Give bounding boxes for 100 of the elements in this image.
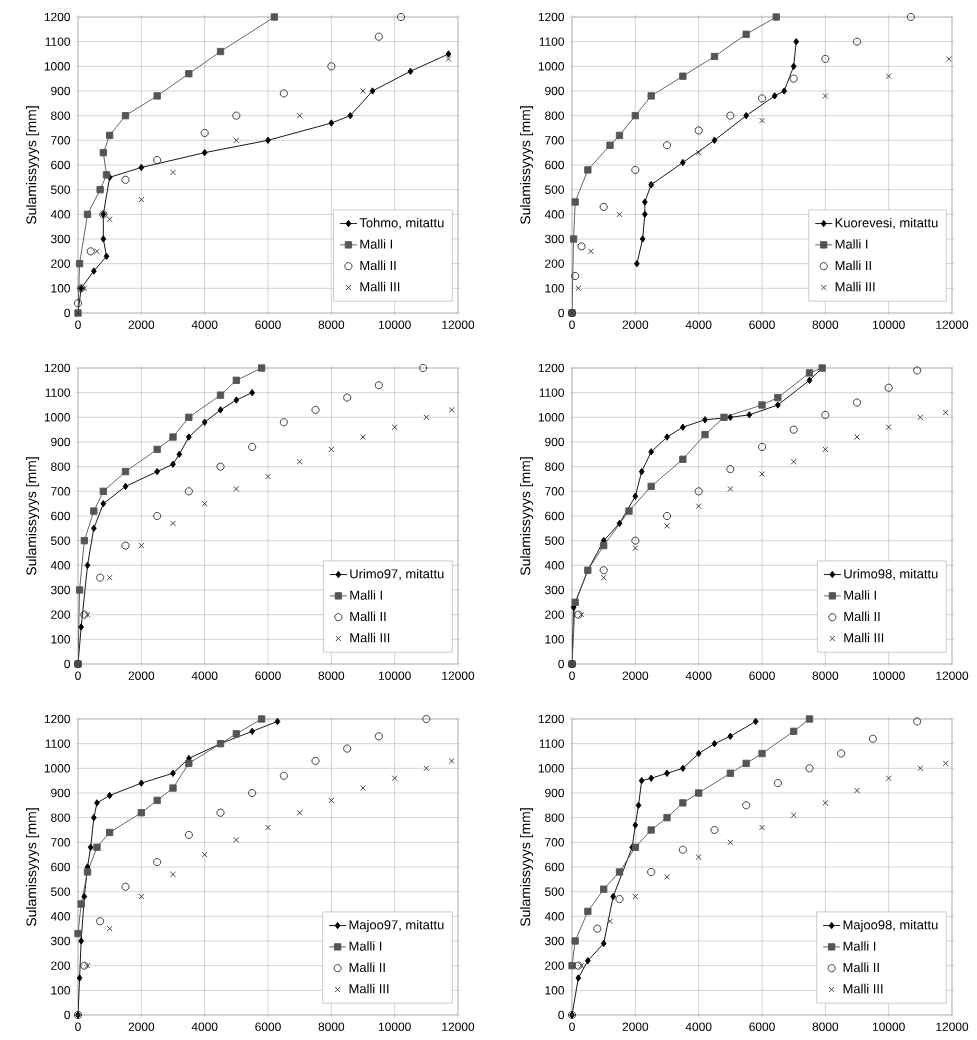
y-tick-label: 600 bbox=[545, 862, 565, 872]
legend-label: Malli III bbox=[360, 281, 400, 292]
y-tick-label: 300 bbox=[50, 234, 71, 244]
legend-label: Malli III bbox=[843, 983, 883, 994]
y-tick-label: 500 bbox=[51, 887, 71, 896]
y-tick-label: 1200 bbox=[538, 363, 565, 373]
y-tick-label: 200 bbox=[545, 259, 565, 268]
y-tick-label: 800 bbox=[51, 462, 71, 471]
y-tick-label: 700 bbox=[51, 838, 71, 847]
y-tick-label: 900 bbox=[545, 788, 565, 798]
y-tick-label: 400 bbox=[50, 561, 71, 570]
legend-label: Malli I bbox=[844, 590, 876, 600]
y-tick-label: 900 bbox=[51, 437, 71, 447]
legend-label: Kuorevesi, mitattu bbox=[835, 217, 938, 229]
x-tick-label: 0 bbox=[569, 320, 575, 329]
y-tick-label: 200 bbox=[51, 961, 71, 970]
y-tick-label: 900 bbox=[51, 86, 71, 96]
x-tick-label: 12000 bbox=[936, 671, 969, 680]
x-tick-label: 4000 bbox=[685, 671, 712, 680]
x-tick-label: 0 bbox=[75, 671, 81, 680]
y-tick-label: 0 bbox=[64, 659, 71, 669]
legend-label: Malli I bbox=[843, 941, 876, 951]
y-tick-label: 1200 bbox=[538, 714, 565, 724]
y-tick-label: 1000 bbox=[538, 764, 565, 773]
x-tick-label: 12000 bbox=[442, 671, 475, 680]
y-tick-label: 200 bbox=[545, 961, 565, 970]
x-tick-label: 6000 bbox=[255, 320, 281, 329]
x-tick-label: 2000 bbox=[622, 320, 649, 329]
y-tick-label: 200 bbox=[51, 610, 71, 619]
y-tick-label: 1100 bbox=[45, 388, 71, 397]
y-tick-label: 100 bbox=[51, 635, 71, 644]
x-tick-label: 6000 bbox=[749, 671, 775, 680]
x-tick-label: 0 bbox=[569, 671, 575, 680]
y-tick-label: 1200 bbox=[44, 714, 71, 724]
x-tick-label: 4000 bbox=[191, 320, 218, 329]
y-tick-label: 800 bbox=[545, 111, 565, 120]
y-tick-label: 600 bbox=[51, 160, 71, 170]
y-tick-label: 300 bbox=[545, 234, 565, 244]
y-tick-label: 400 bbox=[544, 912, 565, 921]
y-tick-label: 500 bbox=[545, 536, 565, 545]
legend-label: Malli III bbox=[835, 281, 875, 292]
y-tick-label: 400 bbox=[544, 210, 565, 219]
y-tick-label: 500 bbox=[545, 185, 565, 194]
x-tick-label: 10000 bbox=[872, 671, 905, 680]
x-tick-label: 4000 bbox=[685, 1022, 712, 1031]
x-tick-label: 12000 bbox=[442, 320, 475, 329]
x-tick-label: 10000 bbox=[378, 320, 411, 329]
legend-label: Urimo98, mitattu bbox=[844, 568, 938, 580]
y-tick-label: 800 bbox=[51, 111, 71, 120]
legend-label: Malli III bbox=[349, 983, 389, 994]
y-tick-label: 100 bbox=[545, 986, 565, 995]
x-tick-label: 10000 bbox=[378, 1022, 411, 1031]
x-tick-label: 2000 bbox=[128, 320, 155, 329]
y-tick-label: 0 bbox=[558, 1010, 565, 1020]
y-tick-label: 1100 bbox=[45, 37, 71, 46]
y-tick-label: 100 bbox=[545, 284, 565, 293]
y-tick-label: 700 bbox=[51, 487, 71, 496]
y-axis-title: Sulamissyyys [mm] bbox=[520, 808, 534, 927]
y-tick-label: 1100 bbox=[45, 739, 71, 748]
y-tick-label: 100 bbox=[545, 635, 565, 644]
x-tick-label: 6000 bbox=[255, 671, 281, 680]
x-tick-label: 2000 bbox=[128, 671, 155, 680]
y-tick-label: 100 bbox=[51, 986, 71, 995]
y-tick-label: 300 bbox=[545, 585, 565, 595]
y-tick-label: 1000 bbox=[44, 62, 71, 71]
y-tick-label: 0 bbox=[558, 659, 565, 669]
y-tick-label: 1200 bbox=[44, 363, 71, 373]
y-tick-label: 1000 bbox=[538, 62, 565, 71]
x-tick-label: 2000 bbox=[622, 1022, 649, 1031]
y-tick-label: 500 bbox=[51, 536, 71, 545]
legend-label: Malli II bbox=[843, 962, 879, 973]
y-tick-label: 700 bbox=[545, 487, 565, 496]
x-tick-label: 12000 bbox=[936, 1022, 969, 1031]
y-tick-label: 200 bbox=[545, 610, 565, 619]
y-tick-label: 800 bbox=[545, 813, 565, 822]
x-tick-label: 2000 bbox=[128, 1022, 155, 1031]
x-tick-label: 8000 bbox=[812, 1022, 839, 1031]
y-tick-label: 700 bbox=[51, 136, 71, 145]
legend-label: Malli I bbox=[349, 941, 382, 951]
y-tick-label: 800 bbox=[545, 462, 565, 471]
legend-label: Majoo97, mitattu bbox=[349, 919, 444, 932]
x-tick-label: 8000 bbox=[318, 1022, 345, 1031]
x-tick-label: 10000 bbox=[872, 1022, 905, 1031]
legend-label: Malli II bbox=[349, 962, 385, 973]
y-tick-label: 600 bbox=[51, 862, 71, 872]
y-tick-label: 600 bbox=[545, 160, 565, 170]
legend-label: Malli I bbox=[350, 590, 382, 600]
legend-label: Malli I bbox=[360, 239, 392, 249]
x-tick-label: 0 bbox=[75, 1022, 81, 1031]
legend-label: Tohmo, mitattu bbox=[359, 217, 444, 229]
x-tick-label: 6000 bbox=[749, 320, 775, 329]
y-tick-label: 200 bbox=[51, 259, 71, 268]
y-tick-label: 600 bbox=[545, 511, 565, 521]
x-tick-label: 8000 bbox=[812, 320, 839, 329]
y-tick-label: 500 bbox=[545, 887, 565, 896]
x-tick-label: 6000 bbox=[749, 1022, 775, 1031]
y-tick-label: 700 bbox=[545, 136, 565, 145]
y-axis-title: Sulamissyyys [mm] bbox=[520, 106, 534, 225]
legend-label: Urimo97, mitattu bbox=[350, 568, 444, 580]
legend-label: Malli III bbox=[844, 632, 884, 643]
